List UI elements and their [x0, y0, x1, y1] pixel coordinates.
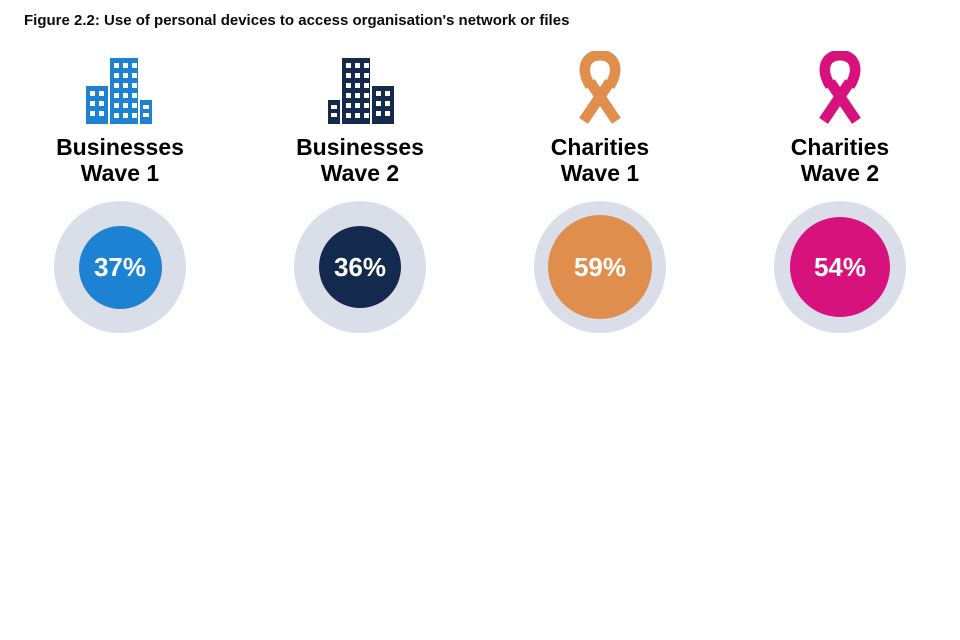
- ribbon-icon: [571, 41, 629, 127]
- ribbon-icon: [811, 41, 869, 127]
- value-bubble: 54%: [790, 217, 890, 317]
- building-icon: [318, 41, 402, 127]
- value-bubble: 37%: [78, 225, 162, 309]
- value-label: 36%: [333, 251, 387, 282]
- category-businesses-wave-1: Businesses Wave 1 37%: [0, 41, 240, 333]
- category-label-line2: Wave 2: [320, 159, 400, 186]
- value-label: 54%: [813, 251, 867, 282]
- category-label-line1: Charities: [790, 134, 890, 160]
- value-ring: 37%: [54, 201, 186, 333]
- category-businesses-wave-2: Businesses Wave 2 36%: [240, 41, 480, 333]
- value-ring: 54%: [774, 201, 906, 333]
- category-label-line2: Wave 1: [80, 159, 160, 186]
- value-ring: 36%: [294, 201, 426, 333]
- figure: Figure 2.2: Use of personal devices to a…: [0, 12, 960, 333]
- value-bubble: 59%: [548, 215, 652, 319]
- value-label: 37%: [93, 251, 147, 282]
- value-bubble: 36%: [319, 226, 401, 308]
- building-icon: [78, 41, 162, 127]
- category-label: Charities Wave 1: [550, 134, 650, 187]
- category-label-line1: Businesses: [56, 134, 184, 160]
- figure-title: Figure 2.2: Use of personal devices to a…: [24, 12, 570, 29]
- category-charities-wave-2: Charities Wave 2 54%: [720, 41, 960, 333]
- chart-grid: Businesses Wave 1 37%: [0, 41, 960, 333]
- category-label: Businesses Wave 1: [56, 134, 184, 187]
- category-label-line2: Wave 2: [800, 159, 880, 186]
- category-label-line1: Businesses: [296, 134, 424, 160]
- category-label-line1: Charities: [550, 134, 650, 160]
- category-label: Businesses Wave 2: [296, 134, 424, 187]
- value-ring: 59%: [534, 201, 666, 333]
- category-label: Charities Wave 2: [790, 134, 890, 187]
- category-charities-wave-1: Charities Wave 1 59%: [480, 41, 720, 333]
- value-label: 59%: [573, 251, 627, 282]
- category-label-line2: Wave 1: [560, 159, 640, 186]
